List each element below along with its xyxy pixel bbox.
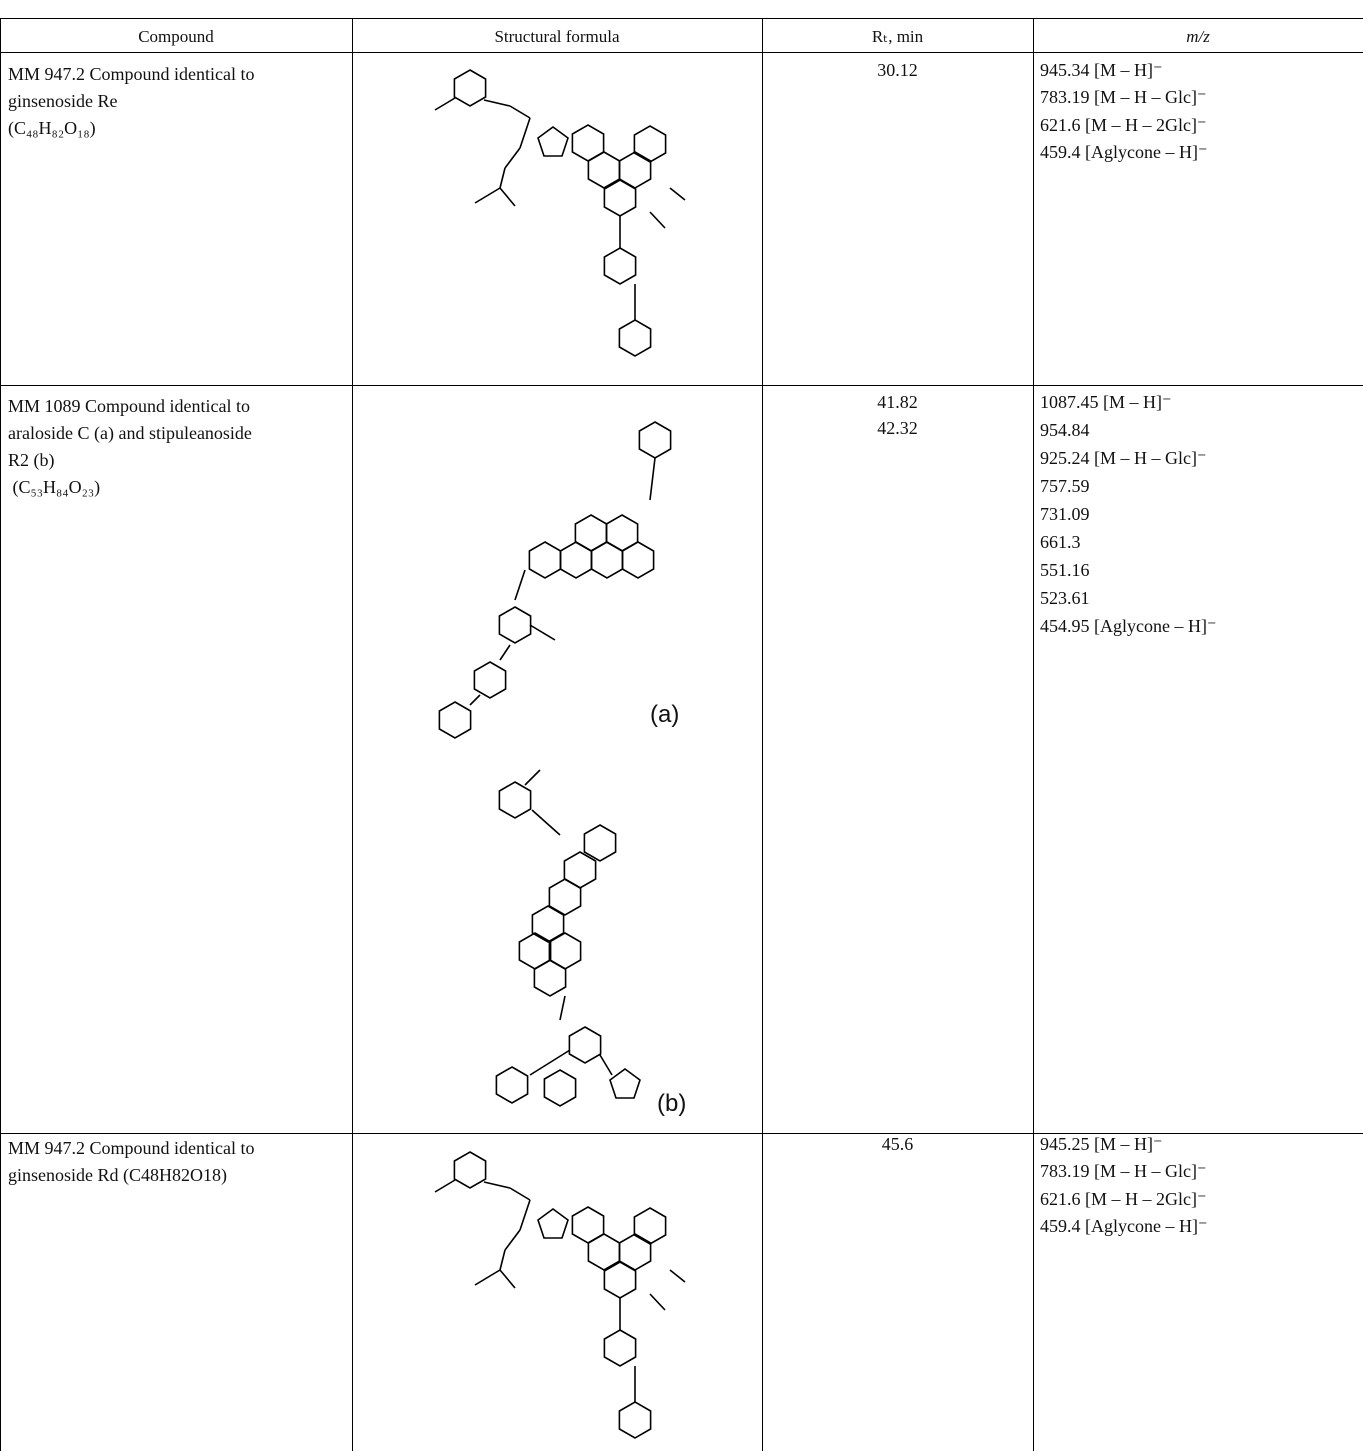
compound-text: MM 947.2 Compound identical to — [8, 61, 255, 88]
retention-time: 30.12 — [762, 57, 1033, 84]
mz-value: 731.09 — [1040, 501, 1090, 528]
mz-value: 661.3 — [1040, 529, 1081, 556]
mz-value: 783.19 [M – H – Glc]⁻ — [1040, 84, 1206, 111]
header-cell: Structural formula — [352, 23, 762, 50]
mz-value: 945.34 [M – H]⁻ — [1040, 57, 1163, 84]
mz-value: 551.16 — [1040, 557, 1090, 584]
mz-value: 945.25 [M – H]⁻ — [1040, 1131, 1163, 1158]
mz-value: 459.4 [Aglycone – H]⁻ — [1040, 1213, 1207, 1240]
compound-text: araloside C (a) and stipuleanoside — [8, 420, 252, 447]
mz-value: 621.6 [M – H – 2Glc]⁻ — [1040, 1186, 1206, 1213]
structure-label: (b) — [657, 1090, 686, 1117]
mz-value: 925.24 [M – H – Glc]⁻ — [1040, 445, 1206, 472]
mz-value: 523.61 — [1040, 585, 1090, 612]
compound-text: MM 1089 Compound identical to — [8, 393, 250, 420]
mz-value: 459.4 [Aglycone – H]⁻ — [1040, 139, 1207, 166]
structure-drawing — [435, 70, 685, 1438]
mz-value: 454.95 [Aglycone – H]⁻ — [1040, 613, 1216, 640]
mz-value: 1087.45 [M – H]⁻ — [1040, 389, 1172, 416]
header-cell: Rₜ, min — [762, 23, 1033, 50]
compound-text: ginsenoside Rd (C48H82O18) — [8, 1162, 227, 1189]
header-cell: Compound — [0, 23, 352, 50]
header-cell: m/z — [1033, 23, 1363, 50]
retention-time: 42.32 — [762, 415, 1033, 442]
compound-text: MM 947.2 Compound identical to — [8, 1135, 255, 1162]
mz-value: 954.84 — [1040, 417, 1090, 444]
page: Compound Structural formula Rₜ, min m/z … — [0, 0, 1363, 1451]
retention-time: 45.6 — [762, 1131, 1033, 1158]
compound-text: ginsenoside Re — [8, 88, 118, 115]
compound-text: (C₄₈H₈₂O₁₈) — [8, 115, 96, 142]
compound-text: (C₅₃H₈₄O₂₃) — [8, 474, 100, 501]
retention-time: 41.82 — [762, 389, 1033, 416]
mz-value: 621.6 [M – H – 2Glc]⁻ — [1040, 112, 1206, 139]
mz-value: 783.19 [M – H – Glc]⁻ — [1040, 1158, 1206, 1185]
mz-value: 757.59 — [1040, 473, 1090, 500]
structure-label: (a) — [650, 701, 679, 728]
compound-text: R2 (b) — [8, 447, 55, 474]
